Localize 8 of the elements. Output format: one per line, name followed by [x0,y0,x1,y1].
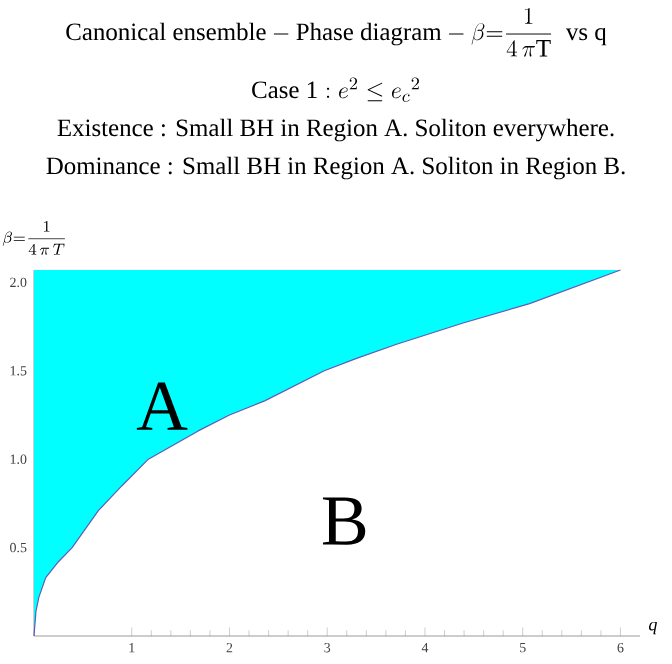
y-axis-title: $\beta{=}\dfrac{1}{4\,\pi\, T}$ [2,221,65,255]
chart-subtitle: $\text{Case 1} : e^2 \le {e_c}^2$ [252,77,419,102]
x-axis-title: q [648,621,657,635]
chart-title: $\text{Canonical ensemble} - \text{Phase diagram} - \beta{=}\dfrac{1}{4\,\pi\mathrm{T}}\ \text{ vs q}$ [66,7,607,57]
annotation: A [136,382,188,430]
annotation: B [322,497,366,545]
text: Dominance : Small BH in Region A. Soliton in Region B. [46,156,625,180]
text: Existence : Small BH in Region A. Soliton everywhere. [57,118,614,142]
